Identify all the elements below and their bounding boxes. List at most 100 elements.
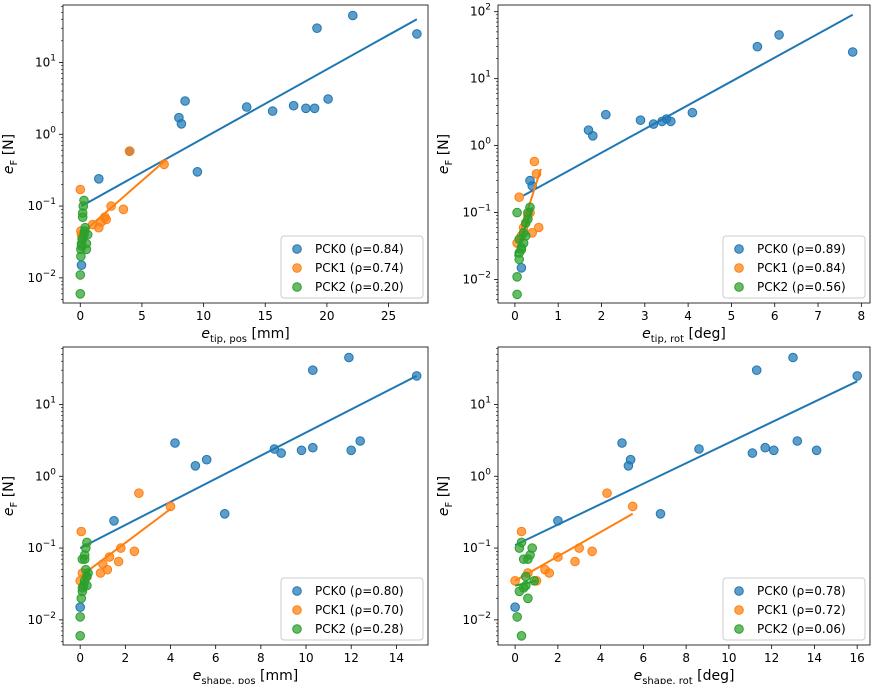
- x-axis-label-unit: [mm]: [247, 326, 290, 342]
- data-point: [346, 445, 357, 456]
- data-point: [312, 23, 322, 34]
- legend-entry: PCK1 (ρ=0.70): [315, 603, 404, 617]
- data-point: [514, 192, 525, 202]
- series-pck2: [75, 537, 93, 641]
- legend-entry: PCK0 (ρ=0.80): [315, 584, 404, 598]
- x-tick-label: 2: [598, 309, 606, 323]
- data-point: [521, 571, 531, 582]
- x-axis-label-unit: [mm]: [256, 668, 299, 684]
- y-tick-exponent: 0: [485, 467, 491, 477]
- data-point: [625, 454, 636, 465]
- data-point: [523, 593, 533, 604]
- data-point: [512, 207, 522, 218]
- y-axis-label-base: e: [436, 166, 452, 175]
- y-tick-label: 102: [470, 3, 491, 19]
- legend-marker: [292, 263, 302, 273]
- y-tick-exponent: −1: [43, 197, 56, 207]
- data-point: [512, 272, 522, 282]
- y-tick-label: 10−2: [462, 611, 491, 627]
- legend-marker: [734, 605, 744, 615]
- x-tick-label: 4: [684, 309, 692, 323]
- y-tick-label: 100: [470, 137, 491, 153]
- legend-entry: PCK1 (ρ=0.84): [757, 261, 846, 275]
- y-tick-label: 10−1: [27, 539, 56, 555]
- x-tick-label: 7: [814, 309, 822, 323]
- y-axis-label-unit: [N]: [436, 134, 452, 160]
- data-point: [412, 29, 422, 39]
- legend-marker: [292, 624, 302, 634]
- x-tick-label: 14: [807, 651, 822, 665]
- x-axis-label: etip, rot [deg]: [642, 326, 726, 345]
- x-tick-label: 2: [554, 651, 562, 665]
- legend-marker: [734, 282, 744, 292]
- series-pck0: [76, 10, 422, 271]
- x-tick-label: 8: [858, 309, 866, 323]
- x-axis-label-sub: tip, rot: [651, 334, 684, 345]
- y-tick-label: 10−2: [27, 611, 56, 627]
- fit-line: [523, 13, 854, 197]
- data-point: [570, 556, 580, 567]
- data-point: [792, 436, 803, 446]
- data-point: [788, 352, 798, 363]
- y-axis-label: eF [N]: [436, 476, 455, 516]
- data-point: [852, 371, 863, 381]
- legend-marker: [292, 605, 302, 615]
- y-tick-label: 100: [35, 125, 56, 141]
- data-point: [82, 229, 93, 240]
- data-point: [516, 631, 527, 641]
- x-axis-label: eshape, rot [deg]: [634, 668, 735, 684]
- x-tick-label: 10: [196, 309, 211, 323]
- y-tick-exponent: −1: [478, 204, 491, 214]
- data-point: [666, 116, 676, 127]
- x-tick-label: 1: [554, 309, 562, 323]
- legend-box: [280, 235, 424, 299]
- y-axis-label: eF [N]: [1, 476, 20, 516]
- data-point: [529, 156, 540, 167]
- y-axis-label: eF [N]: [1, 134, 20, 174]
- y-tick-exponent: 1: [485, 395, 491, 405]
- x-axis-label-unit: [deg]: [693, 668, 735, 684]
- y-tick-label: 101: [470, 70, 491, 86]
- fit-line: [79, 508, 172, 578]
- y-tick-exponent: 0: [50, 467, 56, 477]
- y-tick-label: 101: [35, 53, 56, 69]
- y-axis-label: eF [N]: [436, 134, 455, 174]
- data-point: [134, 488, 144, 499]
- data-point: [760, 442, 771, 453]
- axes-frame: [497, 4, 871, 304]
- data-point: [124, 146, 135, 156]
- x-tick-label: 4: [597, 651, 605, 665]
- data-point: [308, 365, 318, 376]
- data-point: [241, 102, 252, 112]
- axes-frame: [62, 346, 429, 646]
- y-tick-exponent: −1: [478, 539, 491, 549]
- legend-entry: PCK2 (ρ=0.28): [315, 622, 404, 636]
- legend-entry: PCK2 (ρ=0.20): [315, 280, 404, 294]
- x-axis-label-sub: shape, rot: [642, 676, 693, 684]
- axes-frame: [497, 346, 871, 646]
- y-tick-exponent: 1: [485, 70, 491, 80]
- data-point: [323, 94, 333, 104]
- data-point: [525, 202, 535, 213]
- data-point: [81, 564, 91, 575]
- x-axis-label: etip, pos [mm]: [201, 326, 289, 345]
- data-point: [113, 556, 124, 567]
- x-tick-label: 15: [258, 309, 273, 323]
- data-point: [747, 448, 758, 458]
- legend-marker: [292, 244, 302, 254]
- data-point: [76, 526, 87, 537]
- data-point: [116, 543, 126, 553]
- x-axis-label-sub: tip, pos: [210, 334, 247, 345]
- x-tick-label: 6: [212, 651, 220, 665]
- y-axis-label-unit: [N]: [436, 476, 452, 502]
- data-point: [617, 438, 627, 448]
- data-point: [102, 564, 113, 575]
- y-axis-label-base: e: [1, 166, 17, 175]
- y-tick-exponent: −2: [478, 271, 491, 281]
- data-point: [512, 612, 523, 622]
- y-tick-exponent: 1: [50, 53, 56, 63]
- y-tick-exponent: −2: [43, 269, 56, 279]
